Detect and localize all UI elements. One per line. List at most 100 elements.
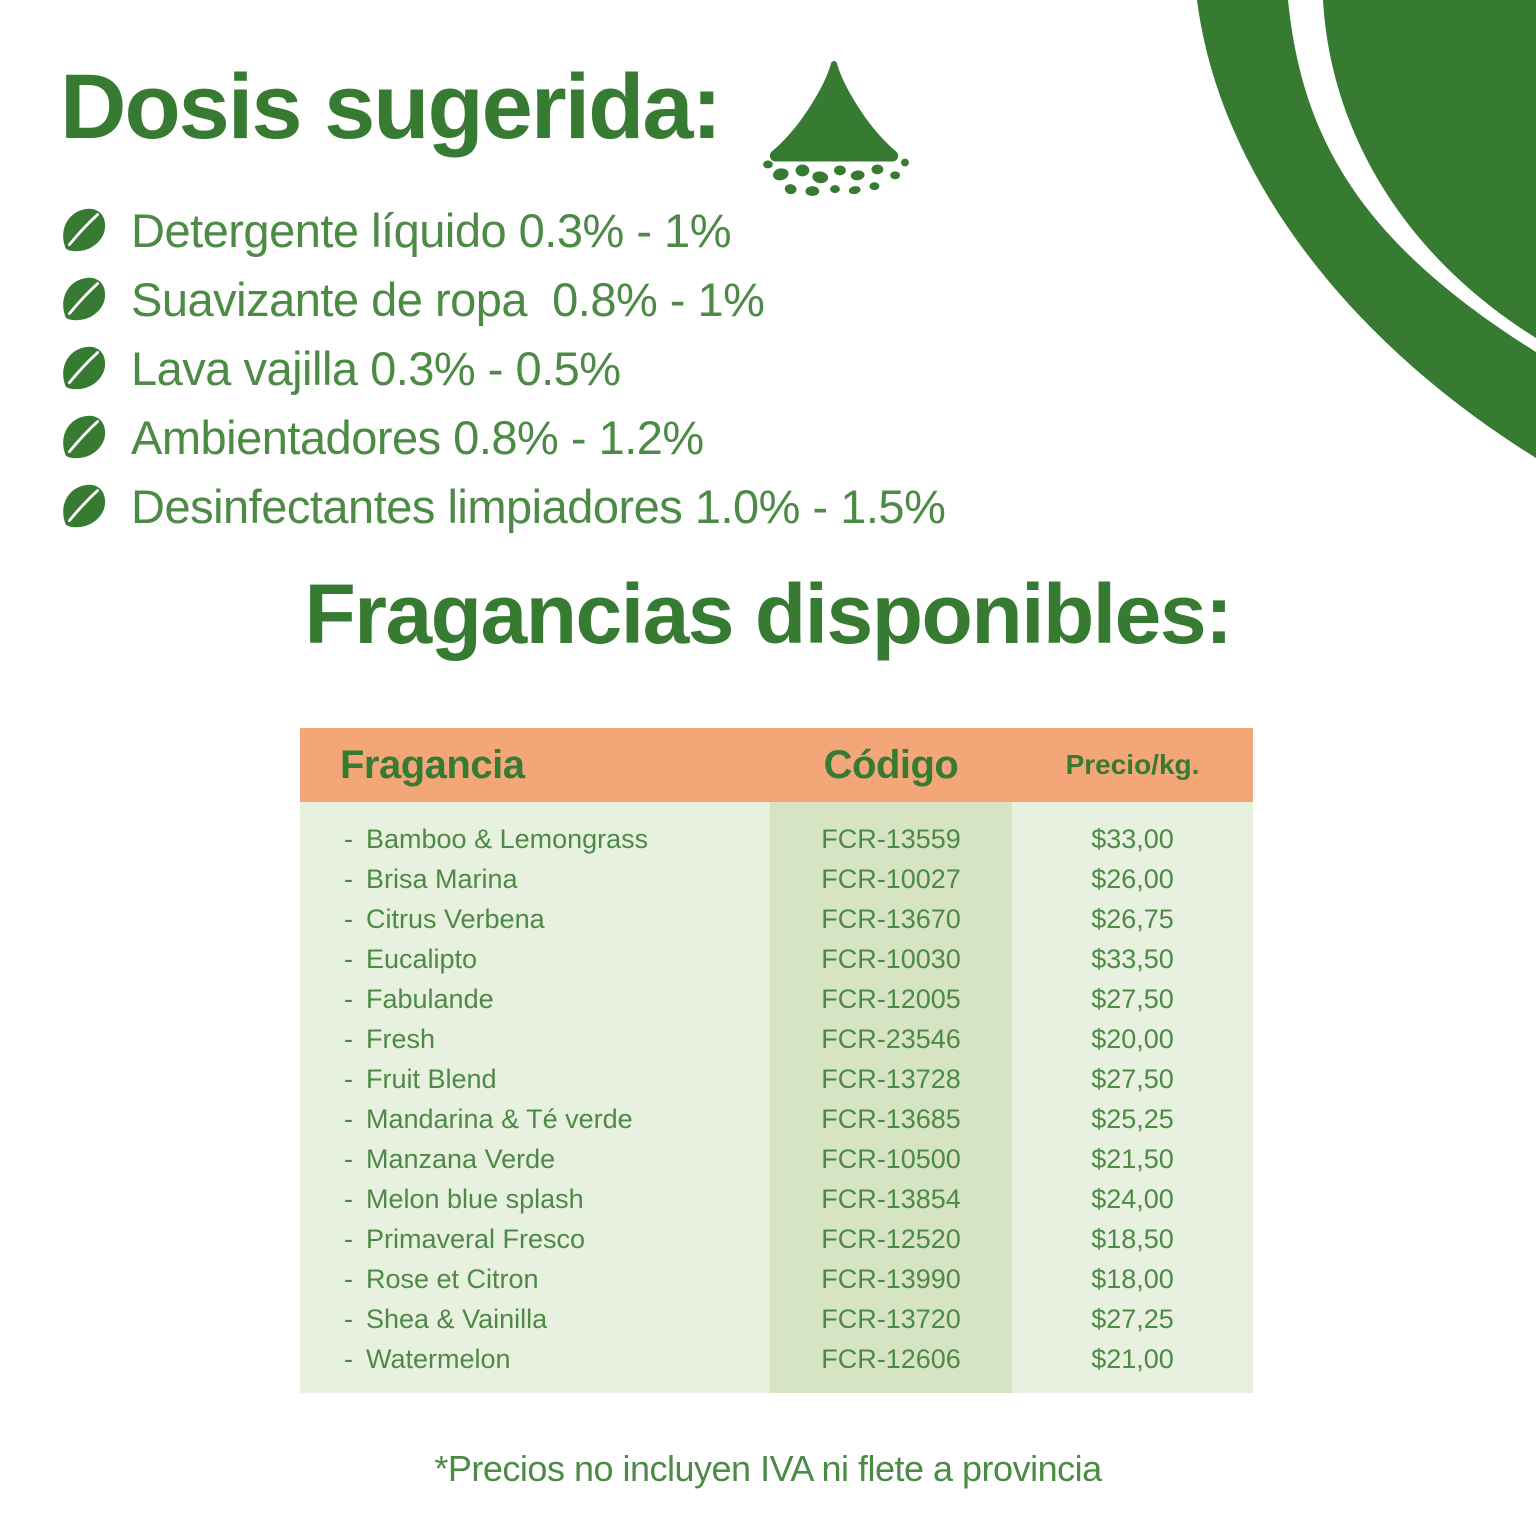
dosage-list-item: Detergente líquido 0.3% - 1% (60, 196, 945, 265)
row-dash-prefix: - (344, 1063, 353, 1094)
fragrances-title: Fragancias disponibles: (304, 567, 1233, 661)
code-cell: FCR-10500 (821, 1143, 961, 1174)
leaf-icon (60, 482, 107, 531)
table-row: - Eucalipto FCR-10030 $33,50 (300, 939, 1253, 979)
code-cell: FCR-10030 (821, 943, 961, 974)
price-cell: $26,00 (1091, 863, 1174, 894)
dosage-title-row: Dosis sugerida: (60, 56, 918, 198)
table-row: - Mandarina & Té verde FCR-13685 $25,25 (300, 1099, 1253, 1139)
price-cell: $18,50 (1091, 1223, 1174, 1254)
table-row: - Watermelon FCR-12606 $21,00 (300, 1339, 1253, 1379)
fragrance-cell: - Brisa Marina (300, 864, 770, 895)
table-row: - Fresh FCR-23546 $20,00 (300, 1019, 1253, 1059)
leaf-icon (60, 344, 107, 393)
row-dash-prefix: - (344, 1183, 353, 1214)
table-row: - Citrus Verbena FCR-13670 $26,75 (300, 899, 1253, 939)
fragrance-name: Primaveral Fresco (366, 1223, 586, 1254)
fragrance-cell: - Bamboo & Lemongrass (300, 824, 770, 855)
dosage-label: Lava vajilla 0.3% - 0.5% (131, 342, 621, 395)
dosage-list-item: Suavizante de ropa 0.8% - 1% (60, 265, 945, 334)
dosage-list-item: Desinfectantes limpiadores 1.0% - 1.5% (60, 472, 946, 541)
price-cell: $33,00 (1091, 823, 1174, 854)
row-dash-prefix: - (344, 1023, 353, 1054)
fragrance-name: Melon blue splash (366, 1183, 584, 1214)
row-dash-prefix: - (344, 903, 353, 934)
code-cell: FCR-12606 (821, 1343, 961, 1374)
table-row: - Fabulande FCR-12005 $27,50 (300, 979, 1253, 1019)
fragrance-name: Shea & Vainilla (366, 1303, 548, 1334)
fragrance-name: Manzana Verde (366, 1143, 556, 1174)
code-cell: FCR-13854 (821, 1183, 961, 1214)
fragrance-cell: - Fresh (300, 1024, 770, 1055)
table-row: - Primaveral Fresco FCR-12520 $18,50 (300, 1219, 1253, 1259)
price-cell: $25,25 (1091, 1103, 1174, 1134)
dosage-label: Detergente líquido 0.3% - 1% (131, 204, 731, 257)
code-cell: FCR-23546 (821, 1023, 961, 1054)
leaf-icon (60, 275, 107, 324)
table-row: - Melon blue splash FCR-13854 $24,00 (300, 1179, 1253, 1219)
code-cell: FCR-13559 (821, 823, 961, 854)
row-dash-prefix: - (344, 1343, 353, 1374)
code-cell: FCR-13670 (821, 903, 961, 934)
column-header-code: Código (823, 742, 959, 787)
price-cell: $26,75 (1091, 903, 1174, 934)
price-cell: $18,00 (1091, 1263, 1174, 1294)
dosage-label: Suavizante de ropa 0.8% - 1% (131, 273, 765, 326)
code-cell: FCR-13990 (821, 1263, 961, 1294)
fragrance-cell: - Fruit Blend (300, 1064, 770, 1095)
fragrance-name: Eucalipto (366, 943, 478, 974)
dosage-label: Desinfectantes limpiadores 1.0% - 1.5% (131, 480, 946, 533)
fragrance-name: Mandarina & Té verde (366, 1103, 633, 1134)
code-cell: FCR-12005 (821, 983, 961, 1014)
row-dash-prefix: - (344, 1263, 353, 1294)
powder-pile-icon (750, 58, 918, 198)
dosage-list: Detergente líquido 0.3% - 1% Suavizante … (60, 196, 946, 541)
row-dash-prefix: - (344, 863, 353, 894)
row-dash-prefix: - (344, 983, 353, 1014)
price-cell: $21,50 (1091, 1143, 1174, 1174)
fragrance-cell: - Watermelon (300, 1344, 770, 1375)
dosage-title: Dosis sugerida: (60, 56, 722, 158)
fragrance-cell: - Rose et Citron (300, 1264, 770, 1295)
dosage-list-item: Ambientadores 0.8% - 1.2% (60, 403, 945, 472)
code-cell: FCR-13685 (821, 1103, 961, 1134)
price-cell: $24,00 (1091, 1183, 1174, 1214)
fragrance-name: Fruit Blend (366, 1063, 497, 1094)
column-header-fragrance: Fragancia (340, 742, 525, 787)
leaf-icon (60, 413, 107, 462)
fragrance-cell: - Melon blue splash (300, 1184, 770, 1215)
row-dash-prefix: - (344, 1143, 353, 1174)
fragrance-name: Fresh (366, 1023, 436, 1054)
table-row: - Manzana Verde FCR-10500 $21,50 (300, 1139, 1253, 1179)
fragrance-name: Fabulande (366, 983, 494, 1014)
fragrance-name: Brisa Marina (366, 863, 518, 894)
fragrance-name: Watermelon (366, 1343, 511, 1374)
price-disclaimer: *Precios no incluyen IVA ni flete a prov… (434, 1448, 1102, 1489)
fragrance-cell: - Citrus Verbena (300, 904, 770, 935)
fragrance-cell: - Primaveral Fresco (300, 1224, 770, 1255)
fragrance-table: Fragancia Código Precio/kg. - Bamboo & L… (300, 728, 1253, 1393)
table-row: - Rose et Citron FCR-13990 $18,00 (300, 1259, 1253, 1299)
fragrance-cell: - Fabulande (300, 984, 770, 1015)
table-row: - Bamboo & Lemongrass FCR-13559 $33,00 (300, 819, 1253, 859)
dosage-label: Ambientadores 0.8% - 1.2% (131, 411, 704, 464)
table-row: - Brisa Marina FCR-10027 $26,00 (300, 859, 1253, 899)
dosage-list-item: Lava vajilla 0.3% - 0.5% (60, 334, 945, 403)
code-column-background (770, 802, 1012, 1393)
fragrance-name: Citrus Verbena (366, 903, 545, 934)
row-dash-prefix: - (344, 1223, 353, 1254)
fragrance-table-header: Fragancia Código Precio/kg. (300, 728, 1253, 802)
code-cell: FCR-10027 (821, 863, 961, 894)
table-row: - Fruit Blend FCR-13728 $27,50 (300, 1059, 1253, 1099)
code-cell: FCR-13728 (821, 1063, 961, 1094)
fragrance-table-body: - Bamboo & Lemongrass FCR-13559 $33,00 -… (300, 802, 1253, 1393)
fragrance-name: Bamboo & Lemongrass (366, 823, 649, 854)
fragrance-name: Rose et Citron (366, 1263, 539, 1294)
leaf-icon (60, 206, 107, 255)
code-cell: FCR-12520 (821, 1223, 961, 1254)
table-row: - Shea & Vainilla FCR-13720 $27,25 (300, 1299, 1253, 1339)
row-dash-prefix: - (344, 1303, 353, 1334)
price-cell: $27,50 (1091, 983, 1174, 1014)
row-dash-prefix: - (344, 1103, 353, 1134)
